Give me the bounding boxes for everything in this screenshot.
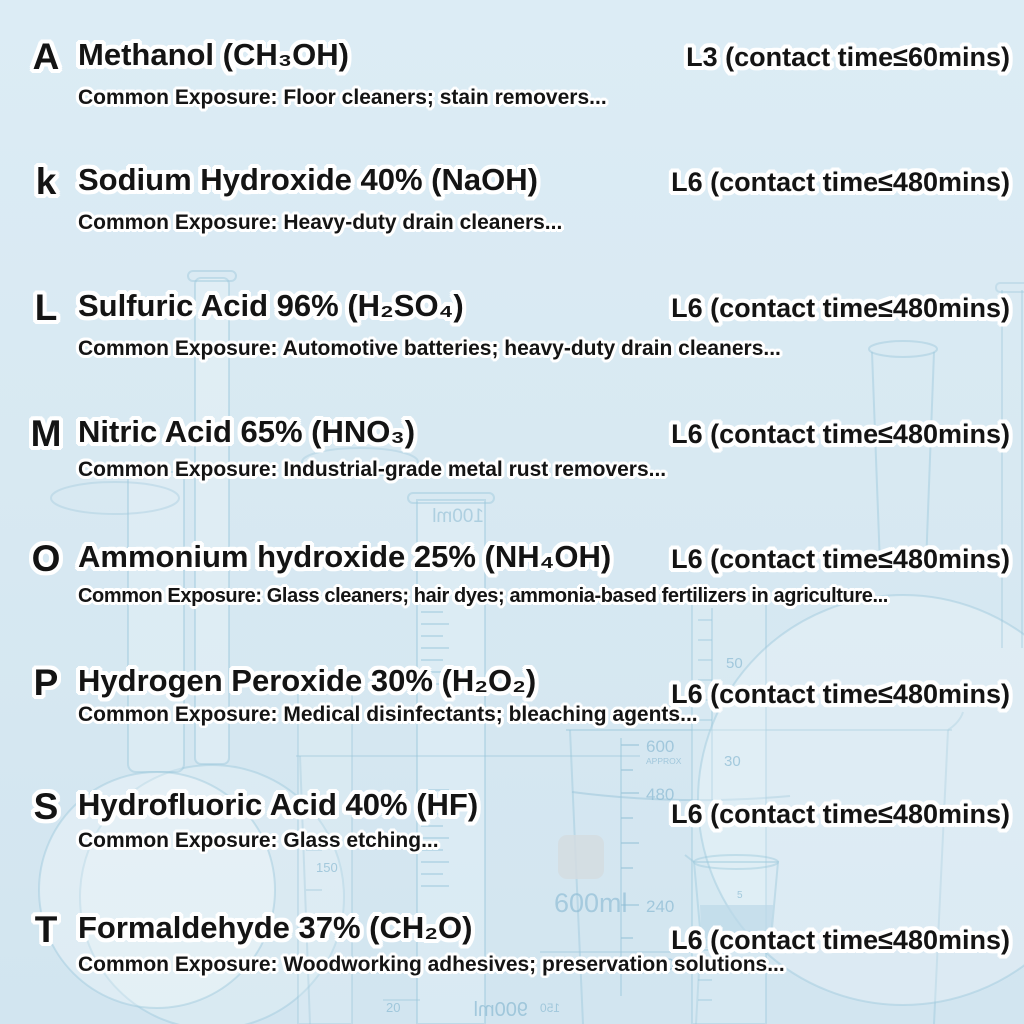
common-exposure: Common Exposure: Industrial-grade metal … (78, 458, 667, 481)
row-letter: M (30, 413, 62, 454)
resistance-level: L3 (contact time≤60mins) (686, 42, 1010, 72)
back-150-text: 150 (316, 860, 338, 875)
chemical-name: Methanol (CH₃OH) (78, 37, 349, 72)
common-exposure: Common Exposure: Floor cleaners; stain r… (78, 86, 607, 109)
volumetric-flask-icon (79, 270, 345, 1024)
round-flask-icon (38, 471, 276, 1009)
graduated-cylinder-icon (407, 492, 495, 1024)
beaker-approx-text: APPROX (646, 756, 682, 766)
glassware-labels: 100ml 600 APPROX 480 240 120 600ml 50 30… (316, 506, 743, 1021)
chemical-name: Nitric Acid 65% (HNO₃) (78, 414, 416, 449)
common-exposure: Common Exposure: Automotive batteries; h… (78, 337, 781, 360)
row-letter: L (34, 287, 58, 328)
beaker-480-text: 480 (646, 785, 674, 804)
bottom-beaker-icon (296, 755, 702, 1024)
common-exposure: Common Exposure: Glass cleaners; hair dy… (78, 585, 888, 607)
shallow-dish-icon (50, 447, 419, 515)
beaker-600ml-text: 600ml (554, 888, 628, 918)
cyl-50-text: 50 (726, 655, 743, 672)
resistance-level: L6 (contact time≤480mins) (671, 167, 1010, 197)
chemical-name: Hydrogen Peroxide 30% (H₂O₂) (78, 663, 537, 698)
resistance-level: L6 (contact time≤480mins) (671, 679, 1010, 709)
resistance-level: L6 (contact time≤480mins) (671, 544, 1010, 574)
chemical-name: Sulfuric Acid 96% (H₂SO₄) (78, 288, 464, 323)
chemical-name: Sodium Hydroxide 40% (NaOH) (78, 162, 538, 197)
row-letter: O (31, 538, 61, 579)
round-flask-right-icon (697, 340, 1024, 1006)
resistance-level: L6 (contact time≤480mins) (671, 419, 1010, 449)
row-letter: A (32, 36, 60, 77)
resistance-level: L6 (contact time≤480mins) (671, 925, 1010, 955)
bottom-20-text: 20 (386, 1000, 400, 1015)
small-beaker-icon (684, 854, 780, 951)
common-exposure: Common Exposure: Heavy-duty drain cleane… (78, 211, 563, 234)
small-beaker-5-text: 5 (737, 890, 743, 901)
row-letter: S (33, 786, 59, 827)
beaker-240-text: 240 (646, 897, 674, 916)
resistance-level: L6 (contact time≤480mins) (671, 799, 1010, 829)
row-letter: P (33, 662, 59, 703)
common-exposure: Common Exposure: Medical disinfectants; … (78, 703, 698, 726)
beaker-600-text: 600 (646, 737, 674, 756)
chemical-name: Formaldehyde 37% (CH₂O) (78, 910, 473, 945)
chemical-name: Hydrofluoric Acid 40% (HF) (78, 787, 479, 822)
cylinder-label-text: 100ml (432, 506, 484, 527)
row-letter: k (35, 161, 57, 202)
right-edge-cylinder-icon (995, 282, 1024, 648)
common-exposure: Common Exposure: Glass etching... (78, 829, 439, 852)
chemical-name: Ammonium hydroxide 25% (NH₄OH) (78, 539, 612, 574)
resistance-level: L6 (contact time≤480mins) (671, 293, 1010, 323)
large-beaker-icon (558, 711, 964, 1024)
back-cylinder-icon (297, 689, 353, 1024)
common-exposure: Common Exposure: Woodworking adhesives; … (78, 953, 785, 976)
beaker-120-text: 120 (646, 955, 674, 974)
scale-cylinder-icon (691, 595, 767, 1024)
row-letter: T (34, 909, 58, 950)
cyl-30-text: 30 (724, 753, 741, 770)
bottom-150-text: 150 (540, 1001, 560, 1015)
bottom-900ml-text: 900ml (474, 999, 528, 1021)
